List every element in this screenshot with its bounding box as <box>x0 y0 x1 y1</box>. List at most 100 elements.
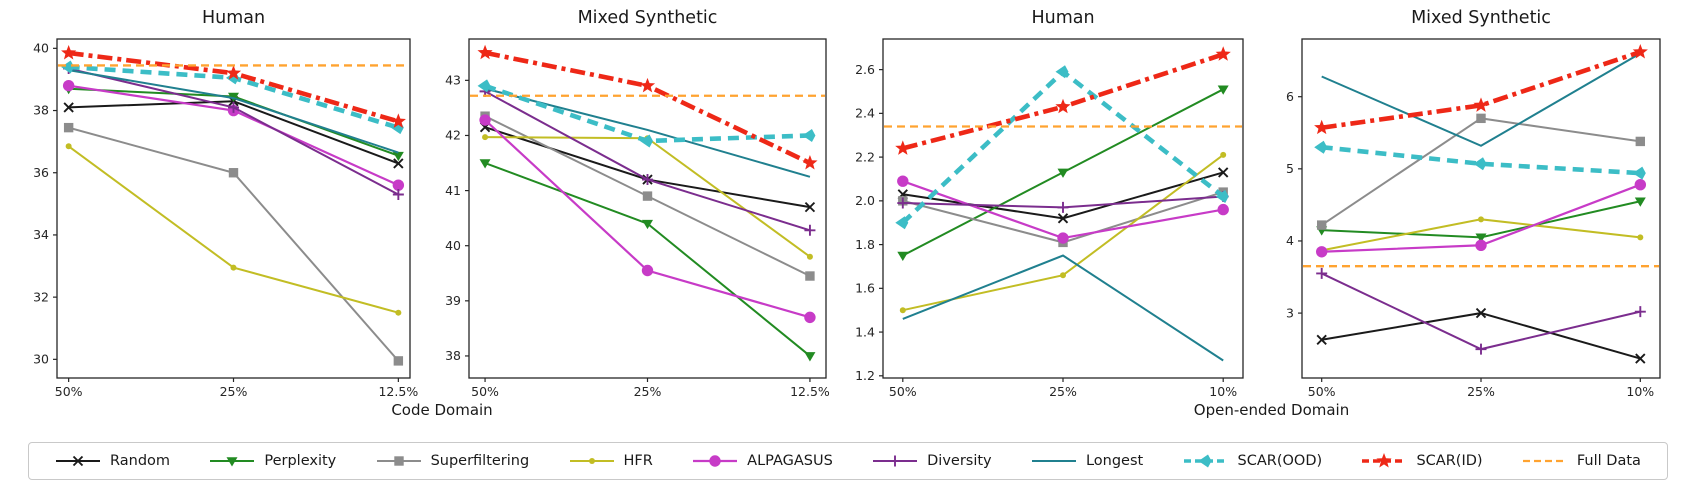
y-tick-label: 2.0 <box>855 193 875 208</box>
y-tick-label: 1.8 <box>855 237 875 252</box>
legend-swatch-scar-ood <box>1183 454 1228 468</box>
series-perplexity <box>897 85 1229 262</box>
legend-item-alpagasus: ALPAGASUS <box>692 453 833 469</box>
legend-label: HFR <box>623 453 653 469</box>
series-random <box>897 167 1229 224</box>
legend-swatch-full-data <box>1522 459 1567 463</box>
y-tick-label: 1.2 <box>855 368 875 383</box>
plot2-title: Mixed Synthetic <box>577 8 718 28</box>
marker-diamond-left <box>1198 454 1212 468</box>
marker-diamond-left <box>1055 65 1069 79</box>
marker-square <box>393 356 404 366</box>
marker-triangle-down <box>642 219 653 230</box>
series-alpagasus <box>897 175 1229 244</box>
y-tick-label: 2.6 <box>855 62 875 77</box>
x-tick-label: 25% <box>1467 384 1495 399</box>
y-tick-label: 36 <box>33 165 49 180</box>
y-tick-label: 41 <box>445 183 461 198</box>
marker-triangle-down <box>226 457 238 467</box>
marker-square <box>1635 136 1646 147</box>
legend: Random Perplexity Superfiltering HFR ALP… <box>28 442 1668 480</box>
marker-x <box>63 102 74 113</box>
marker-square <box>1476 113 1486 124</box>
marker-dot <box>1060 272 1066 279</box>
y-tick-label: 1.6 <box>855 281 875 296</box>
legend-label: SCAR(OOD) <box>1237 453 1323 469</box>
marker-dot <box>230 264 237 271</box>
series-diversity <box>897 190 1229 213</box>
marker-star <box>1314 119 1330 135</box>
series-perplexity <box>479 159 816 362</box>
y-tick-label: 40 <box>445 238 461 253</box>
marker-triangle-down <box>392 151 404 162</box>
y-tick-label: 2.2 <box>855 149 875 164</box>
series-line <box>1321 49 1642 130</box>
series-line <box>1321 272 1641 351</box>
y-tick-label: 3 <box>1286 305 1294 320</box>
marker-circle <box>641 264 654 277</box>
marker-x <box>393 158 404 169</box>
series-line <box>1321 52 1641 147</box>
marker-dot <box>1637 234 1644 241</box>
marker-dot <box>395 309 402 316</box>
marker-square <box>642 191 653 201</box>
marker-star <box>61 44 77 60</box>
marker-triangle-down <box>479 159 491 169</box>
marker-circle <box>1217 203 1229 216</box>
marker-diamond-left <box>477 79 491 93</box>
legend-swatch-random <box>56 455 100 467</box>
open-ended-domain-axis-label: Open-ended Domain <box>1193 401 1350 419</box>
marker-triangle-down <box>1634 197 1646 207</box>
series-alpagasus <box>479 114 816 324</box>
legend-item-random: Random <box>55 453 170 469</box>
marker-triangle-down <box>897 251 909 262</box>
legend-label: Diversity <box>927 453 992 469</box>
marker-plus <box>1057 201 1069 213</box>
legend-item-full-data: Full Data <box>1522 453 1641 469</box>
axes-frame <box>468 38 827 379</box>
series-hfr <box>65 143 402 316</box>
marker-circle <box>709 455 721 467</box>
series-scar-id- <box>895 46 1231 155</box>
marker-diamond-left <box>61 60 75 74</box>
legend-label: Superfiltering <box>430 453 530 469</box>
marker-square <box>805 271 815 281</box>
legend-label: ALPAGASUS <box>747 453 833 469</box>
legend-item-scar-id: SCAR(ID) <box>1361 453 1483 469</box>
y-tick-label: 1.4 <box>855 324 875 339</box>
marker-star <box>1376 453 1393 468</box>
x-tick-label: 12.5% <box>790 384 830 399</box>
x-tick-label: 50% <box>471 384 499 399</box>
series-longest <box>68 69 399 154</box>
plot3-title: Human <box>1031 8 1095 28</box>
y-tick-label: 38 <box>33 103 49 118</box>
marker-star <box>1055 98 1071 114</box>
marker-plus <box>804 224 816 236</box>
x-tick-label: 25% <box>634 384 662 399</box>
marker-circle <box>62 79 75 92</box>
y-tick-label: 5 <box>1286 161 1294 176</box>
y-tick-label: 39 <box>445 293 461 308</box>
x-tick-label: 25% <box>1049 384 1077 399</box>
legend-label: Longest <box>1085 453 1144 469</box>
marker-dot <box>1220 151 1227 158</box>
series-scar-ood- <box>477 79 816 148</box>
subplot-open-ended-human: 1.2 1.4 1.6 1.8 2.0 2.2 2.4 2.6 50% 25% 10% <box>855 38 1244 399</box>
marker-x <box>804 201 816 213</box>
marker-circle <box>897 175 909 187</box>
marker-x <box>1057 213 1069 224</box>
series-longest <box>484 87 811 178</box>
marker-plus <box>1634 306 1646 318</box>
marker-star <box>1632 43 1648 59</box>
y-tick-label: 43 <box>445 73 461 88</box>
series-line <box>484 83 811 144</box>
legend-item-scar-ood: SCAR(OOD) <box>1183 453 1323 469</box>
x-tick-label: 50% <box>889 384 917 399</box>
legend-item-diversity: Diversity <box>872 453 992 469</box>
series-diversity <box>1316 267 1646 355</box>
marker-x <box>72 455 84 467</box>
legend-label: Perplexity <box>264 453 337 469</box>
legend-item-hfr: HFR <box>569 453 653 469</box>
marker-circle <box>1315 246 1328 258</box>
